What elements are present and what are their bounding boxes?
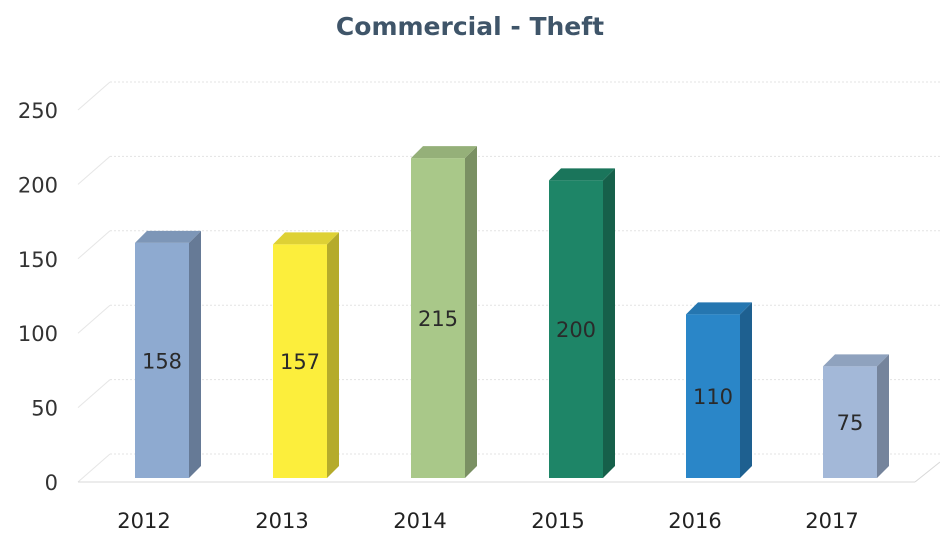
chart-title: Commercial - Theft [335, 12, 605, 41]
bar: 157 [273, 232, 339, 478]
bar-front [273, 244, 327, 478]
y-tick-label: 50 [31, 397, 58, 421]
bar: 158 [135, 230, 201, 478]
bar-top [549, 168, 615, 181]
y-tick-label: 250 [18, 99, 58, 123]
bar-front [549, 180, 603, 478]
x-tick-label: 2012 [117, 509, 170, 533]
bar-top [135, 230, 201, 243]
bar-top [823, 354, 889, 367]
bar-front [823, 366, 877, 478]
x-axis-depth-line [914, 461, 940, 483]
bar: 110 [686, 302, 752, 478]
x-axis-labels: 2012 2013 2014 2015 2016 2017 [117, 509, 858, 533]
gridline-depth [77, 156, 111, 185]
x-tick-label: 2013 [255, 509, 308, 533]
bar-side [465, 146, 477, 478]
bar-front [135, 242, 189, 478]
gridline-depth [77, 453, 111, 483]
bar-side [189, 230, 201, 478]
bar: 200 [549, 168, 615, 478]
bar-front [686, 314, 740, 478]
gridline-depth [77, 304, 111, 334]
bar: 215 [411, 146, 477, 478]
x-tick-label: 2014 [393, 509, 446, 533]
gridlines [77, 81, 940, 483]
y-tick-label: 100 [18, 322, 58, 346]
y-axis-ticks: 0 50 100 150 200 250 [18, 99, 58, 495]
bar-side [877, 354, 889, 478]
y-tick-label: 200 [18, 173, 58, 197]
gridline-depth [77, 379, 111, 408]
bar-side [603, 168, 615, 478]
bar: 75 [823, 354, 889, 478]
bar-side [740, 302, 752, 478]
gridline-depth [77, 81, 111, 111]
bar-top [273, 232, 339, 245]
y-tick-label: 150 [18, 248, 58, 272]
bar-side [327, 232, 339, 478]
x-tick-label: 2016 [668, 509, 721, 533]
data-label: 158 [142, 349, 182, 373]
bar-front [411, 158, 465, 478]
y-tick-label: 0 [45, 471, 58, 495]
bars: 158 157 215 200 110 75 [135, 146, 889, 478]
bar-top [411, 146, 477, 159]
x-tick-label: 2017 [805, 509, 858, 533]
data-label: 157 [280, 350, 320, 374]
gridline-depth [77, 230, 111, 260]
data-label: 200 [556, 318, 596, 342]
x-tick-label: 2015 [531, 509, 584, 533]
data-label: 215 [418, 307, 458, 331]
data-label: 110 [693, 385, 733, 409]
data-label: 75 [837, 411, 864, 435]
bar-top [686, 302, 752, 315]
